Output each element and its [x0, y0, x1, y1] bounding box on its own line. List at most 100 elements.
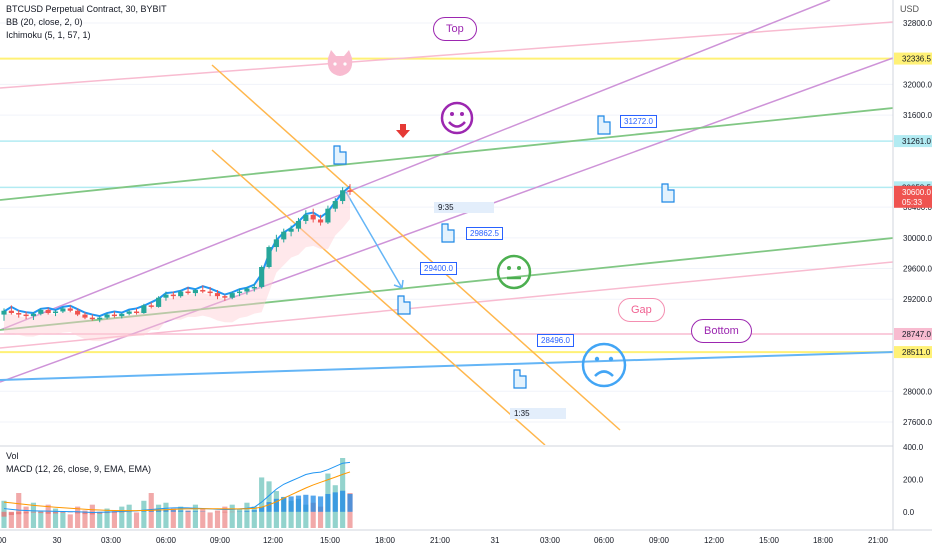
- macd-histogram-bar: [163, 509, 169, 512]
- candle-body: [281, 231, 287, 240]
- price-tag-label: 30600.0: [902, 188, 931, 197]
- candle-body: [45, 309, 51, 314]
- time-tick-label: 06:00: [156, 536, 177, 545]
- time-axis[interactable]: 00 30 03:00 06:00 09:00 12:00 15:00 18:00 21:00 3…: [0, 536, 889, 545]
- candle-body: [222, 296, 228, 298]
- price-tag-label: 28747.0: [902, 330, 931, 339]
- candle-body: [229, 293, 235, 298]
- macd-tick-label: 0.0: [903, 508, 915, 517]
- macd-histogram-bar: [222, 511, 228, 513]
- time-tick-label: 21:00: [430, 536, 451, 545]
- candle-body: [288, 228, 294, 232]
- candle-body: [119, 313, 125, 317]
- macd-histogram-bar: [288, 496, 294, 512]
- volume-bar: [45, 504, 51, 528]
- candle-body: [332, 201, 338, 209]
- volume-bar: [214, 510, 221, 528]
- candle-body: [244, 288, 250, 292]
- volume-bar: [156, 504, 162, 528]
- time-tick-label: 31: [491, 536, 500, 545]
- macd-histogram-bar: [295, 495, 302, 512]
- candle-body: [156, 297, 162, 307]
- top-bubble: Top: [433, 17, 477, 41]
- price-tick-label: 27600.0: [903, 418, 932, 427]
- time-tick-label: 12:00: [263, 536, 284, 545]
- candle-body: [8, 310, 14, 314]
- happy-face-icon: [440, 101, 474, 135]
- note-28496: 28496.0: [537, 334, 574, 347]
- macd-histogram-bar: [170, 510, 176, 512]
- macd-axis: 400.0 200.0 0.0: [903, 443, 924, 517]
- volume-bar: [52, 508, 59, 528]
- candle-body: [340, 190, 346, 202]
- volume-bar: [185, 510, 191, 528]
- price-axis[interactable]: 32800.032000.031600.030400.030000.029600…: [903, 19, 932, 427]
- macd-histogram-bar: [119, 511, 125, 513]
- note-29400: 29400.0: [420, 262, 457, 275]
- macd-histogram-bar: [148, 510, 154, 512]
- bottom-bubble: Bottom: [691, 319, 752, 343]
- candle-body: [178, 291, 184, 297]
- down-arrow-icon: [396, 124, 410, 138]
- projection-arrow: [345, 191, 404, 289]
- candle-body: [16, 313, 22, 315]
- macd-histogram-bar: [266, 502, 272, 512]
- volume-macd-pane: [1, 458, 353, 528]
- candle-body: [317, 219, 324, 223]
- symbol-title: BTCUSD Perpetual Contract, 30, BYBIT: [6, 4, 167, 14]
- trend-line: [0, 21, 893, 89]
- macd-histogram-bar: [303, 494, 309, 512]
- candle-body: [38, 309, 44, 314]
- macd-histogram-bar: [340, 490, 346, 512]
- volume-bar: [229, 504, 235, 528]
- candle-body: [259, 267, 265, 287]
- candle-body: [52, 311, 59, 314]
- candle-body: [303, 214, 309, 221]
- volume-bar: [170, 508, 176, 528]
- macd-histogram-bar: [332, 492, 338, 512]
- macd-signal-line: [3, 471, 351, 512]
- candle-body: [23, 314, 29, 317]
- price-tag-bg: [894, 185, 932, 198]
- volume-bar: [141, 500, 147, 528]
- macd-histogram-bar: [141, 511, 147, 512]
- trend-line: [0, 107, 893, 201]
- trend-line: [0, 261, 893, 349]
- volume-bar: [200, 508, 206, 528]
- candle-body: [111, 314, 118, 317]
- time-tick-label: 12:00: [704, 536, 725, 545]
- volume-bar: [303, 504, 309, 528]
- volume-bar: [104, 508, 110, 528]
- candle-body: [97, 317, 103, 320]
- time-tick-label: 06:00: [594, 536, 615, 545]
- volume-bar: [23, 506, 29, 528]
- volume-bar: [119, 506, 125, 528]
- price-tag-label: 28511.0: [902, 348, 931, 357]
- candle-body: [207, 291, 213, 294]
- pointing-hand-icon: [333, 115, 675, 389]
- candle-body: [236, 291, 243, 294]
- candle-body: [266, 247, 272, 267]
- candle-body: [148, 305, 154, 307]
- time-tick-label: 18:00: [375, 536, 396, 545]
- macd-histogram-bar: [16, 511, 22, 515]
- neutral-face-icon: [496, 254, 532, 290]
- time-tick-label: 15:00: [759, 536, 780, 545]
- candle-body: [251, 286, 257, 289]
- time-tag-135: 1:35: [510, 408, 566, 419]
- volume-bar: [67, 514, 73, 528]
- time-tick-label: 15:00: [320, 536, 341, 545]
- macd-histogram-bar: [23, 511, 29, 514]
- candle-body: [126, 311, 132, 314]
- macd-histogram-bar: [273, 498, 279, 512]
- price-tick-label: 29600.0: [903, 265, 932, 274]
- volume-bar: [236, 508, 243, 528]
- volume-bar: [60, 512, 66, 528]
- trend-lines: [0, 0, 893, 445]
- price-tick-label: 31600.0: [903, 111, 932, 120]
- trend-line: [211, 149, 546, 445]
- price-tag-bg: [894, 346, 932, 359]
- macd-histogram-bar: [178, 510, 184, 512]
- candle-body: [200, 290, 206, 292]
